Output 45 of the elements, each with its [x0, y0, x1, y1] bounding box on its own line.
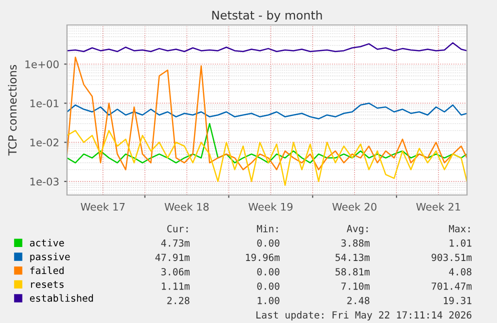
text: Avg: — [346, 225, 368, 234]
text: 3.06m — [161, 268, 190, 276]
y-tick-label: 1e-03 — [30, 178, 59, 186]
line-series — [67, 56, 467, 170]
text: Last update: Fri May 22 17:11:14 2026 — [256, 311, 472, 320]
text: Cur: — [167, 224, 188, 232]
y-axis-title: TCP connections — [8, 64, 17, 156]
x-tick-label: Week 21 — [416, 202, 460, 211]
text: 58.81m — [336, 268, 370, 276]
text: 1.01 — [450, 239, 472, 247]
y-tick-label: 1e-01 — [30, 99, 58, 108]
x-tick-label: Week 18 — [164, 202, 209, 211]
text: 3.88m — [341, 239, 370, 247]
text: 47.91m — [155, 254, 190, 262]
text: 0.00 — [257, 239, 280, 247]
text: 1.00 — [258, 296, 280, 304]
line-series — [67, 123, 467, 164]
x-tick-label: Week 20 — [332, 202, 376, 211]
text: 1.11m — [162, 282, 190, 290]
text: Max: — [448, 225, 470, 232]
legend-label: resets — [31, 280, 64, 288]
legend-label: passive — [30, 252, 70, 262]
text: 2.48 — [347, 296, 370, 304]
text: 4.73m — [161, 239, 190, 247]
line-series — [67, 102, 467, 120]
legend-label: established — [30, 294, 93, 302]
text: 0.00 — [257, 268, 280, 276]
line-series — [67, 42, 467, 52]
text: 701.47m — [432, 282, 472, 290]
legend-label: failed — [30, 266, 64, 274]
chart-title: Netstat - by month — [212, 10, 322, 22]
y-tick-label: 1e-02 — [30, 138, 58, 146]
text: 19.31 — [444, 296, 472, 304]
x-tick-label: Week 17 — [80, 202, 125, 211]
text: 54.13m — [336, 254, 370, 262]
text: Min: — [256, 224, 278, 232]
legend-label: active — [30, 238, 64, 246]
y-tick-label: 1e+00 — [25, 60, 59, 68]
x-tick-label: Week 19 — [248, 202, 293, 211]
text: 19.96m — [246, 254, 280, 262]
text: 4.08 — [449, 268, 472, 276]
text: 0.00 — [257, 282, 280, 290]
text: 2.28 — [167, 296, 190, 304]
text: 903.51m — [432, 254, 472, 262]
text: 7.10m — [341, 282, 370, 290]
